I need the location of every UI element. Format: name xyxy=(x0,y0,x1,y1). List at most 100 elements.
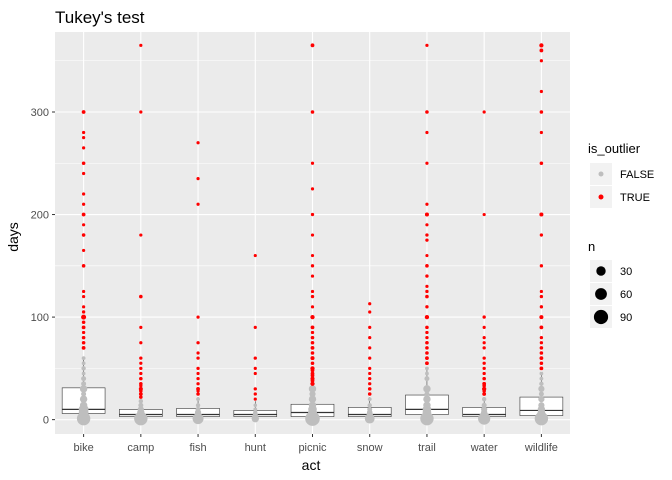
data-point xyxy=(310,274,315,278)
data-point xyxy=(482,212,486,217)
data-point xyxy=(81,310,86,314)
x-tick-label: wildlife xyxy=(524,442,558,454)
data-point xyxy=(310,340,315,345)
data-point xyxy=(482,346,486,350)
data-point xyxy=(368,302,372,306)
legend-color-title: is_outlier xyxy=(588,141,641,156)
data-point xyxy=(310,325,315,330)
data-point xyxy=(81,314,87,320)
data-point xyxy=(425,346,429,350)
x-tick-label: fish xyxy=(189,442,206,454)
data-point xyxy=(310,345,315,350)
data-point xyxy=(139,233,143,237)
data-point xyxy=(253,366,257,370)
data-point xyxy=(538,402,545,409)
data-point xyxy=(310,356,315,361)
data-point xyxy=(482,361,486,365)
data-point xyxy=(539,110,544,114)
data-point xyxy=(425,43,429,47)
data-point xyxy=(308,401,317,409)
legend-size-key xyxy=(593,309,609,325)
data-point xyxy=(81,371,86,376)
data-point xyxy=(539,43,544,48)
data-point xyxy=(539,341,544,345)
data-point xyxy=(196,341,200,345)
data-point xyxy=(539,130,543,135)
x-tick-label: picnic xyxy=(298,442,327,454)
legend-size-label: 90 xyxy=(620,312,632,324)
data-point xyxy=(368,376,372,381)
data-point xyxy=(196,366,200,371)
legend-size-key xyxy=(595,288,607,300)
data-point xyxy=(367,406,373,412)
data-point xyxy=(81,233,86,237)
data-point xyxy=(538,391,544,397)
data-point xyxy=(79,385,88,393)
data-point xyxy=(139,381,143,386)
data-point xyxy=(424,376,430,382)
data-point xyxy=(310,361,315,366)
data-point xyxy=(481,396,487,402)
data-point xyxy=(253,253,257,258)
data-point xyxy=(425,202,429,206)
y-tick-label: 300 xyxy=(31,107,49,119)
data-point xyxy=(539,315,544,320)
data-point xyxy=(253,356,257,360)
data-point xyxy=(539,381,544,386)
data-point xyxy=(424,212,429,217)
data-point xyxy=(81,161,86,166)
data-point xyxy=(368,325,372,329)
data-point xyxy=(539,264,544,268)
data-point xyxy=(310,366,315,371)
data-point xyxy=(196,351,200,355)
data-point xyxy=(539,305,544,309)
data-point xyxy=(138,398,144,404)
data-point xyxy=(196,376,200,381)
x-tick-label: bike xyxy=(74,442,94,454)
data-point xyxy=(423,385,431,393)
data-point xyxy=(82,294,86,299)
data-point xyxy=(425,238,429,242)
data-point xyxy=(425,330,429,335)
data-point xyxy=(139,341,143,345)
y-axis-title: days xyxy=(5,222,21,252)
data-point xyxy=(425,294,429,299)
data-point xyxy=(368,382,372,386)
data-point xyxy=(425,253,429,258)
data-point xyxy=(253,397,257,401)
data-point xyxy=(424,391,430,397)
data-point xyxy=(368,356,372,360)
data-point xyxy=(482,366,486,371)
y-tick-label: 200 xyxy=(31,210,49,222)
data-point xyxy=(425,284,429,288)
data-point xyxy=(310,233,315,237)
data-point xyxy=(310,314,315,320)
data-point xyxy=(196,202,200,206)
data-point xyxy=(481,406,488,413)
data-point xyxy=(82,305,86,309)
data-point xyxy=(425,340,429,345)
data-point xyxy=(196,315,200,319)
data-point xyxy=(310,330,315,335)
data-point xyxy=(81,361,86,366)
data-point xyxy=(539,212,544,217)
data-point xyxy=(539,48,544,53)
data-point xyxy=(539,233,544,237)
legend-size-label: 60 xyxy=(620,289,632,301)
data-point xyxy=(139,376,143,381)
data-point xyxy=(425,371,429,376)
data-point xyxy=(482,386,487,392)
data-point xyxy=(81,345,86,350)
data-point xyxy=(308,395,317,403)
data-point xyxy=(481,402,487,408)
legend-color-key xyxy=(598,194,604,200)
data-point xyxy=(82,146,86,150)
data-point xyxy=(253,325,257,329)
data-point xyxy=(539,376,544,381)
data-point xyxy=(196,141,200,145)
data-point xyxy=(310,289,315,294)
data-points xyxy=(76,43,549,426)
x-axis-title: act xyxy=(302,457,321,473)
data-point xyxy=(539,335,544,340)
data-point xyxy=(82,202,86,206)
